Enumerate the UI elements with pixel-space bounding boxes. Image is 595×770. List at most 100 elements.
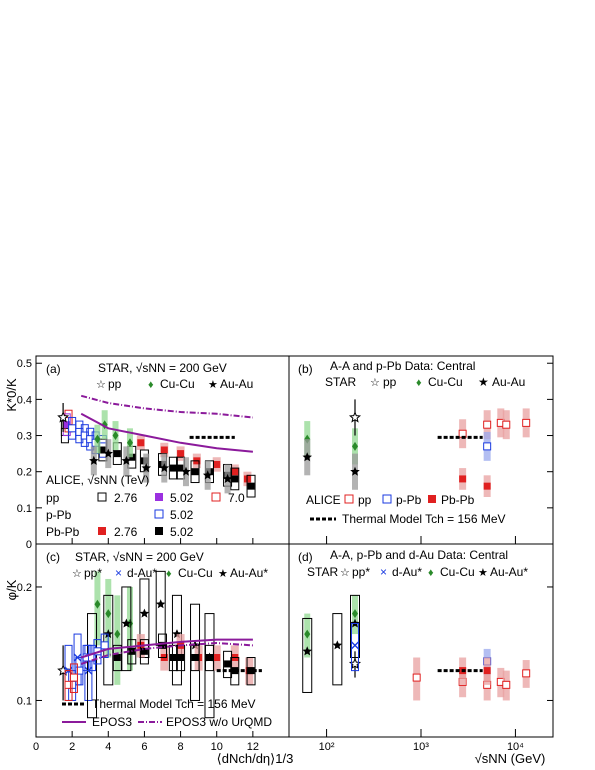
sys-box-d (302, 617, 313, 693)
sys-box-c (223, 650, 233, 679)
data-point-c (105, 609, 112, 619)
legend-b-alice-pp: pp (358, 493, 372, 507)
legend-marker-ppb-502 (154, 509, 164, 519)
legend-a-star-pp: pp (108, 377, 122, 391)
data-point-b (459, 475, 467, 483)
data-point-a (128, 453, 136, 461)
data-point-c (213, 654, 221, 662)
data-point-b (348, 411, 362, 423)
legend-a-alice-title: ALICE, √sNN (TeV) (46, 473, 149, 487)
x-axis-title-c: ⟨dNch/dη⟩1/3 (217, 751, 294, 766)
legend-c-auau-marker: ★ (218, 568, 228, 580)
legend-a-e276-pbpb: 2.76 (114, 525, 138, 539)
data-point-b (352, 441, 358, 451)
data-point-c (169, 654, 177, 662)
legend-d-cucu: Cu-Cu (440, 565, 475, 579)
data-point-a (159, 463, 170, 473)
legend-a-star-pp-marker: ☆ (96, 379, 106, 391)
data-point-d (502, 680, 511, 689)
data-point-a (99, 446, 107, 454)
data-point-d (483, 667, 491, 675)
data-point-a (247, 482, 255, 490)
legend-d-star-title: STAR (307, 565, 338, 579)
data-point-a (137, 439, 145, 447)
data-point-a (94, 434, 101, 444)
sys-box-c (87, 613, 98, 719)
legend-a-star-title: STAR, √sNN = 200 GeV (98, 361, 227, 375)
y-tick-label-a: 0.5 (17, 358, 32, 370)
data-point-d (522, 669, 531, 678)
data-point-d (304, 629, 311, 639)
epos3-wo-urqmd-curve-c (80, 641, 253, 665)
legend-a-e502-pp: 5.02 (170, 491, 194, 505)
legend-b-star-title: STAR (325, 375, 356, 389)
sys-box-a (190, 460, 200, 484)
x-tick-label-c: 6 (141, 741, 147, 753)
data-point-a (231, 475, 239, 483)
x-tick-label-c: 4 (105, 741, 111, 753)
x-tick-label-c: 10 (211, 741, 223, 753)
data-point-c (121, 618, 132, 628)
data-point-c (247, 667, 255, 675)
legend-b-pp-marker: ☆ (370, 377, 380, 389)
panel-b-title: A-A and p-Pb Data: Central (330, 359, 475, 373)
data-point-b (502, 420, 511, 429)
epos3-curve-a (80, 412, 253, 453)
data-point-c (94, 599, 101, 609)
legend-b-auau: Au-Au (492, 375, 525, 389)
data-point-a (57, 411, 70, 423)
data-point-a (202, 470, 213, 480)
data-point-d (352, 609, 358, 619)
data-point-c (155, 599, 166, 609)
panel-d-label: (d) (298, 550, 313, 564)
legend-b-cucu-marker: ♦ (416, 377, 422, 389)
legend-b-pp-marker-box (344, 494, 354, 504)
legend-a-alice-pbpb: Pb-Pb (46, 525, 80, 539)
data-point-c (113, 654, 121, 662)
legend-a-alice-pp: pp (46, 491, 60, 505)
legend-c-pp-marker: ☆ (72, 568, 82, 580)
data-point-c (159, 641, 166, 649)
legend-marker-pp-502 (155, 493, 163, 501)
legend-a-e276-pp: 2.76 (114, 491, 138, 505)
epos3-curve-c (80, 638, 253, 659)
legend-c-dau-marker: × (115, 566, 122, 580)
data-point-b (483, 482, 491, 490)
legend-c-cucu: Cu-Cu (178, 566, 213, 580)
sys-box-c (204, 644, 214, 672)
sys-box-c (139, 639, 149, 665)
x-tick-label-d: 10² (319, 741, 335, 753)
y-tick-label-a: 0.1 (17, 503, 32, 515)
y-tick-label-a: 0.3 (17, 431, 32, 443)
legend-marker-pp-276 (97, 492, 107, 502)
legend-c-auau: Au-Au* (230, 566, 268, 580)
y-axis-title-c: φ/K (4, 579, 19, 600)
data-point-a (89, 455, 99, 465)
y-tick-label-a: 0.4 (17, 394, 32, 406)
legend-c-thermal: Thermal Model Tch = 156 MeV (92, 697, 256, 711)
panel-d-title: A-A, p-Pb and d-Au Data: Central (330, 548, 508, 562)
sys-box-c (103, 594, 114, 686)
data-point-a (191, 468, 199, 476)
sys-box-c (121, 586, 132, 672)
data-point-c (69, 673, 78, 682)
legend-c-epos3: EPOS3 (92, 715, 132, 729)
data-point-d (412, 673, 421, 682)
legend-marker-pbpb-276 (98, 527, 106, 535)
legend-b-alice-pbpb: Pb-Pb (441, 493, 475, 507)
data-point-c (75, 666, 84, 675)
legend-b-alice-ppb: p-Pb (396, 493, 422, 507)
data-point-c (64, 680, 73, 689)
epos3-wo-urqmd-curve-a (80, 394, 254, 419)
legend-a-e502-pbpb: 5.02 (170, 525, 194, 539)
sys-box-c (105, 578, 112, 658)
panel-c-label: (c) (46, 550, 60, 564)
data-point-c (140, 647, 148, 655)
data-point-d (351, 641, 359, 650)
legend-a-e502-ppb: 5.02 (170, 508, 194, 522)
legend-d-auau: Au-Au* (490, 565, 528, 579)
x-tick-label-c: 2 (69, 741, 75, 753)
legend-b-thermal-label: Thermal Model Tch = 156 MeV (342, 512, 506, 526)
data-point-c (177, 654, 185, 662)
